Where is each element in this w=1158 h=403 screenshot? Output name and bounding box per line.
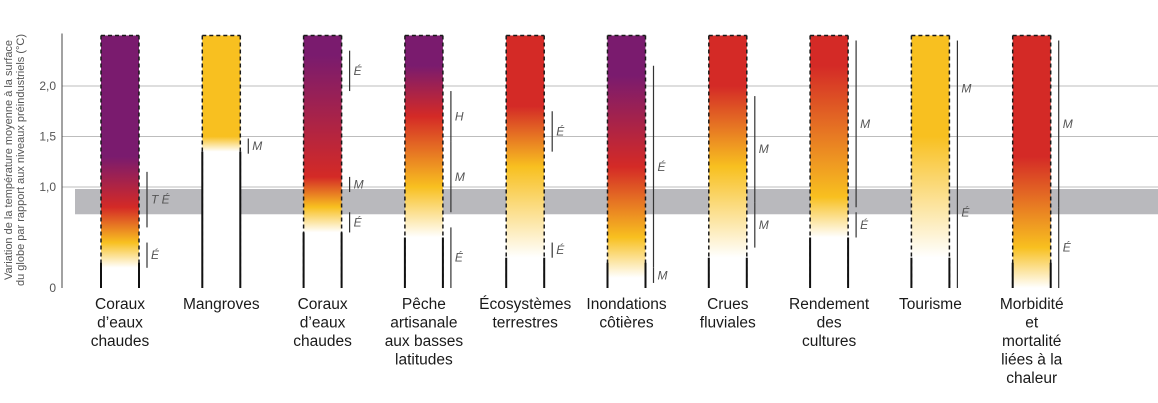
category-label: mortalité [1002,333,1061,350]
category-label: chaudes [91,333,150,350]
confidence-label: M [1063,117,1073,131]
risk-bar [303,35,342,288]
category-label: chaleur [1006,370,1057,387]
confidence-label: É [354,63,363,78]
bar-7 [707,34,748,288]
confidence-markers: T É É M É M É H M É É É É M M M M É M É M É [146,40,1073,288]
confidence-label: T É [151,192,171,207]
confidence-label: É [455,250,464,265]
category-label: d’eaux [97,315,143,332]
category-label: Tourisme [899,296,962,313]
y-tick-label: 1,0 [39,180,56,194]
category-label: Pêche [402,296,446,313]
category-label: des [817,315,842,332]
category-label: d’eaux [300,315,346,332]
y-tick-label: 2,0 [39,79,56,93]
confidence-label: É [1063,240,1072,255]
category-label: terrestres [492,315,558,332]
confidence-label: H [455,109,464,123]
confidence-label: É [658,159,667,174]
category-label: Écosystèmes [479,296,571,313]
category-label: côtières [599,315,654,332]
y-tick-label: 1,5 [39,130,56,144]
confidence-label: É [961,204,970,219]
category-label: fluviales [700,315,756,332]
y-tick-label: 0 [49,281,56,295]
category-label: chaudes [293,333,352,350]
category-label: artisanale [390,315,457,332]
confidence-label: É [556,123,565,138]
confidence-label: M [961,82,971,96]
category-label: liées à la [1001,352,1063,369]
risk-bar [607,35,646,288]
risk-bar [404,35,443,288]
y-axis: 0 1,0 1,5 2,0 Variation de la température mo… [3,33,63,295]
category-label: aux basses [385,333,464,350]
bar-2 [201,34,242,288]
bar-1 [100,34,140,288]
bar-5 [505,34,546,288]
risk-bar [810,35,849,288]
bars [100,34,1052,288]
category-label: Mangroves [183,296,260,313]
bar-9 [910,34,951,288]
confidence-label: É [556,242,565,257]
category-label: Crues [707,296,749,313]
category-label: Morbidité [1000,296,1064,313]
risk-bar [506,35,545,288]
risk-bar [911,35,950,288]
category-label: cultures [802,333,857,350]
risk-bar [101,35,139,288]
category-label: Coraux [95,296,145,313]
category-label: Coraux [298,296,348,313]
bar-3 [302,34,343,288]
category-label: Rendement [789,296,870,313]
category-label: Inondations [586,296,666,313]
confidence-label: É [860,217,869,232]
category-label: et [1025,315,1039,332]
risk-bar [1012,35,1051,288]
risk-bar [202,35,241,288]
confidence-label: É [354,214,363,229]
bar-8 [809,34,850,288]
confidence-label: M [658,268,668,282]
confidence-label: M [354,177,364,191]
confidence-label: M [860,117,870,131]
y-axis-title: du globe par rapport aux niveaux préindu… [15,34,27,286]
risk-bar [708,35,747,288]
bar-6 [606,34,647,288]
confidence-label: É [151,247,160,262]
confidence-label: M [252,139,262,153]
confidence-label: M [759,218,769,232]
category-label: latitudes [395,352,453,369]
bar-4 [403,34,444,288]
confidence-label: M [759,142,769,156]
bar-10 [1011,34,1052,288]
confidence-label: M [455,170,465,184]
y-axis-title: Variation de la température moyenne à la… [3,40,15,280]
